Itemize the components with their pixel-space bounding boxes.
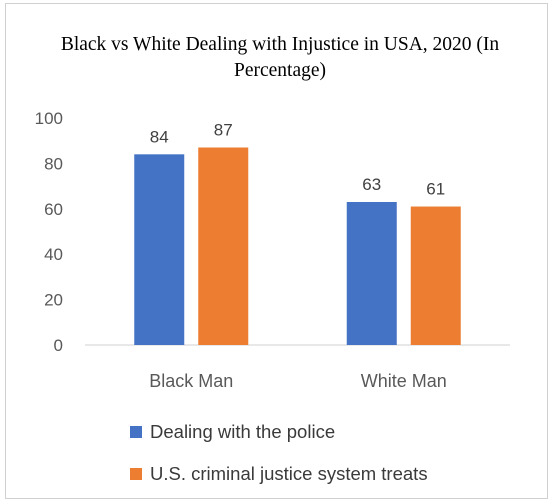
legend: Dealing with the police U.S. criminal ju… <box>130 420 428 504</box>
bar <box>198 148 248 345</box>
bar <box>347 202 397 345</box>
x-tick-label: White Man <box>361 371 447 391</box>
legend-swatch-police <box>130 426 142 438</box>
legend-item-police: Dealing with the police <box>130 420 428 450</box>
bar <box>411 207 461 345</box>
data-label: 87 <box>214 121 233 140</box>
legend-label-police: Dealing with the police <box>150 421 335 442</box>
legend-item-justice: U.S. criminal justice system treats <box>130 462 428 492</box>
data-label: 84 <box>150 127 169 146</box>
legend-swatch-justice <box>130 468 142 480</box>
y-tick-label: 80 <box>44 154 63 173</box>
x-tick-label: Black Man <box>149 371 233 391</box>
y-tick-label: 0 <box>54 336 63 355</box>
y-tick-label: 100 <box>35 109 63 128</box>
y-tick-label: 40 <box>44 245 63 264</box>
y-tick-label: 60 <box>44 200 63 219</box>
y-tick-label: 20 <box>44 291 63 310</box>
legend-label-justice: U.S. criminal justice system treats <box>150 463 428 484</box>
data-label: 61 <box>426 180 445 199</box>
bar <box>134 154 184 345</box>
data-label: 63 <box>362 175 381 194</box>
